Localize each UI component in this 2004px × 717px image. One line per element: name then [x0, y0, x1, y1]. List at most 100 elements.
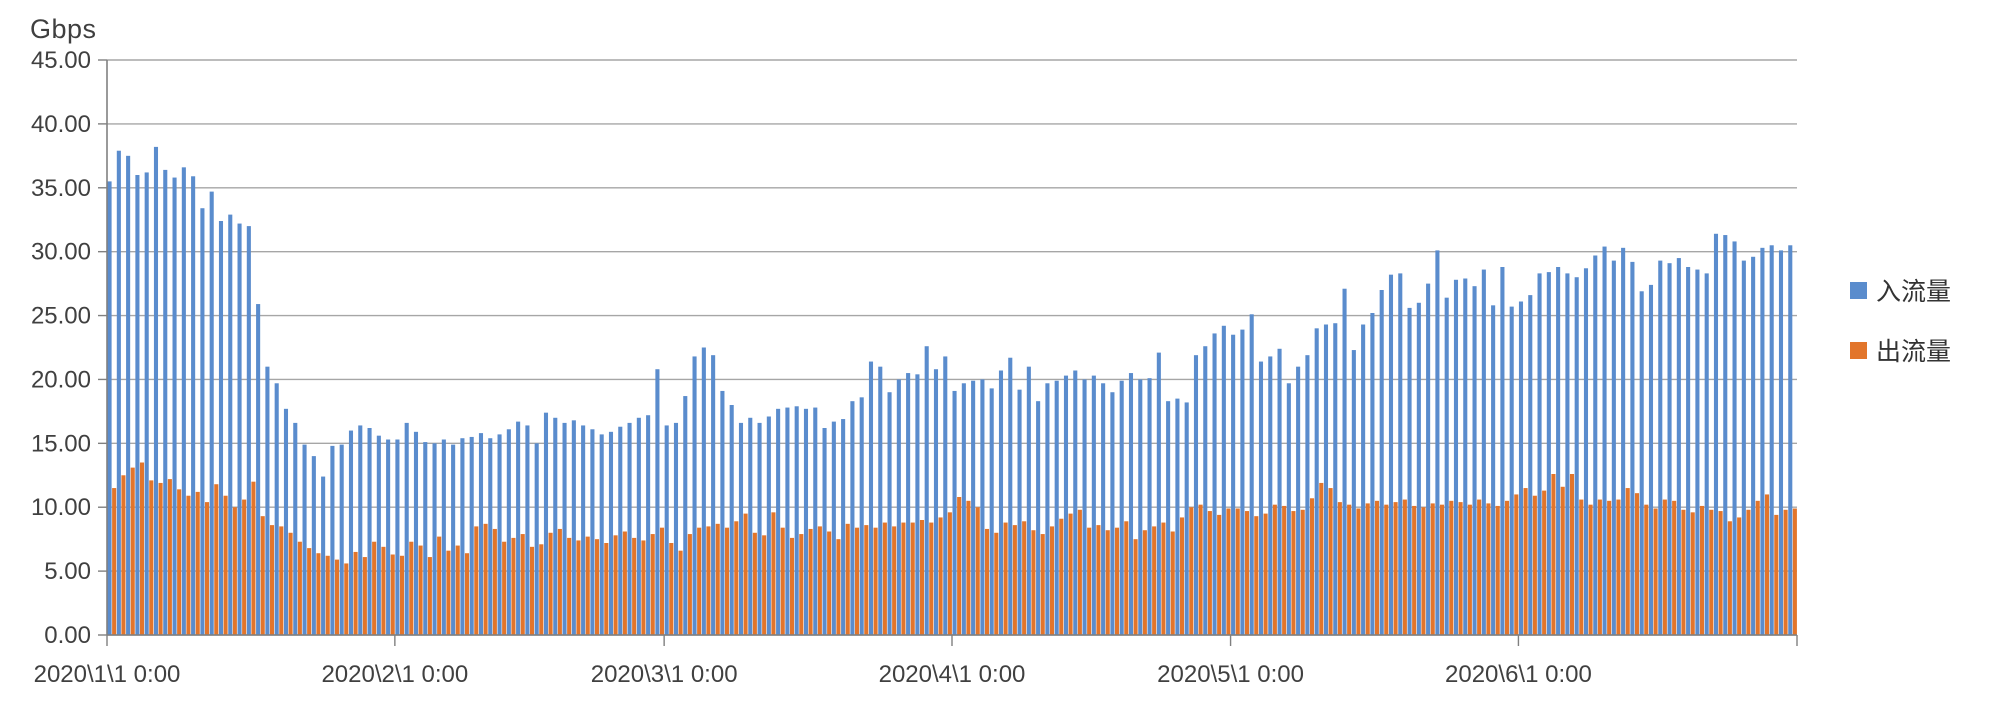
out-traffic-bar: [251, 481, 256, 635]
out-traffic-bar: [854, 527, 860, 635]
in-traffic-bar: [701, 347, 706, 635]
out-traffic-bar: [1783, 509, 1788, 635]
out-traffic-bar: [539, 544, 544, 635]
out-traffic-bar: [966, 500, 971, 635]
in-traffic-bar: [1221, 325, 1226, 635]
out-traffic-bar: [1486, 503, 1491, 635]
in-traffic-bar: [1175, 398, 1180, 635]
out-traffic-legend-swatch-icon: [1850, 341, 1867, 359]
out-traffic-bar: [1755, 500, 1760, 635]
out-traffic-bar: [808, 528, 813, 635]
in-traffic-bar: [1240, 329, 1245, 635]
out-traffic-bar: [1764, 494, 1770, 635]
out-traffic-bar: [1105, 530, 1110, 635]
in-traffic-bar: [1444, 297, 1449, 635]
in-traffic-bar: [1063, 375, 1069, 635]
out-traffic-bar: [1347, 504, 1352, 635]
out-traffic-bar: [1356, 508, 1361, 635]
in-traffic-bar: [181, 167, 186, 635]
in-traffic-bar: [488, 438, 493, 635]
out-traffic-bar: [121, 475, 126, 635]
out-traffic-bar: [641, 540, 646, 635]
y-tick-label: 30.00: [31, 239, 91, 266]
in-traffic-bar: [1788, 245, 1793, 635]
out-traffic-bar: [427, 557, 432, 635]
out-traffic-bar: [780, 527, 785, 635]
out-traffic-bar: [724, 527, 730, 635]
in-traffic-bar: [1760, 247, 1765, 635]
in-traffic-bar: [321, 476, 326, 635]
in-traffic-bar: [1556, 267, 1561, 635]
in-traffic-bar: [1203, 346, 1208, 635]
out-traffic-bar: [1458, 502, 1463, 635]
out-traffic-bar: [1198, 504, 1203, 635]
in-traffic-bar: [655, 369, 660, 635]
in-traffic-bar: [274, 383, 279, 635]
out-traffic-bar: [130, 467, 135, 635]
in-traffic-bar: [451, 444, 456, 635]
in-traffic-bar: [1333, 323, 1338, 635]
out-traffic-bar: [845, 523, 850, 635]
in-traffic-bar: [720, 390, 725, 635]
in-traffic-bar: [711, 355, 716, 635]
out-traffic-bar: [1532, 495, 1537, 635]
in-traffic-bar: [1658, 260, 1663, 635]
in-traffic-bar: [1426, 283, 1431, 635]
in-traffic-bar: [571, 420, 576, 635]
in-traffic-bar: [1314, 328, 1319, 635]
in-traffic-bar: [590, 429, 595, 635]
out-traffic-bar: [799, 534, 804, 635]
out-traffic-bar: [399, 555, 405, 635]
out-traffic-bar: [474, 526, 479, 635]
out-traffic-bar: [697, 527, 702, 635]
legend-item-in-traffic[interactable]: 入流量: [1850, 272, 1951, 308]
in-traffic-bar: [1110, 392, 1115, 635]
in-traffic-bar: [961, 383, 966, 635]
in-traffic-bar: [1026, 366, 1031, 635]
out-traffic-bar: [650, 534, 655, 635]
in-traffic-bar: [339, 444, 344, 635]
in-traffic-bar: [1156, 352, 1161, 635]
out-traffic-bar: [1430, 503, 1435, 635]
out-traffic-bar: [715, 523, 720, 635]
in-traffic-bar: [664, 425, 669, 635]
out-traffic-bar: [242, 499, 247, 635]
in-traffic-bar: [1091, 375, 1096, 635]
out-traffic-bar: [1504, 500, 1510, 635]
out-traffic-bar: [1421, 507, 1426, 635]
out-traffic-bar: [177, 489, 182, 635]
in-traffic-bar: [868, 361, 874, 635]
in-traffic-bar: [998, 370, 1004, 635]
in-traffic-bar: [1453, 279, 1459, 635]
y-axis-unit-label: Gbps: [30, 14, 97, 44]
in-traffic-bar: [673, 422, 679, 635]
in-traffic-bar: [859, 397, 864, 635]
in-traffic-bar: [1741, 260, 1746, 635]
in-traffic-bar: [822, 428, 827, 635]
out-traffic-bar: [1644, 504, 1649, 635]
out-traffic-bar: [1114, 527, 1120, 635]
out-traffic-bar: [1542, 490, 1547, 635]
out-traffic-bar: [1365, 503, 1370, 635]
out-traffic-bar: [1040, 534, 1045, 635]
in-traffic-bar: [1008, 357, 1013, 635]
out-traffic-bar: [567, 537, 572, 635]
in-traffic-bar: [256, 304, 261, 635]
in-traffic-bar: [1119, 380, 1124, 635]
out-traffic-bar: [1616, 499, 1621, 635]
out-traffic-bar: [1560, 486, 1565, 635]
out-traffic-bar: [1737, 517, 1742, 635]
in-traffic-bar: [1583, 268, 1589, 635]
in-traffic-bar: [1184, 402, 1189, 635]
out-traffic-bar: [492, 528, 497, 635]
legend-item-out-traffic[interactable]: 出流量: [1850, 332, 1951, 368]
in-traffic-bar: [627, 422, 632, 635]
in-traffic-bar: [441, 439, 446, 635]
in-traffic-bar: [246, 226, 251, 636]
out-traffic-bar: [604, 543, 609, 635]
out-traffic-bar: [771, 512, 776, 635]
out-traffic-bar: [1049, 526, 1055, 635]
out-traffic-bar: [1774, 514, 1779, 635]
x-tick-label: 2020\5\1 0:00: [1157, 661, 1304, 688]
x-tick-label: 2020\1\1 0:00: [34, 661, 181, 688]
